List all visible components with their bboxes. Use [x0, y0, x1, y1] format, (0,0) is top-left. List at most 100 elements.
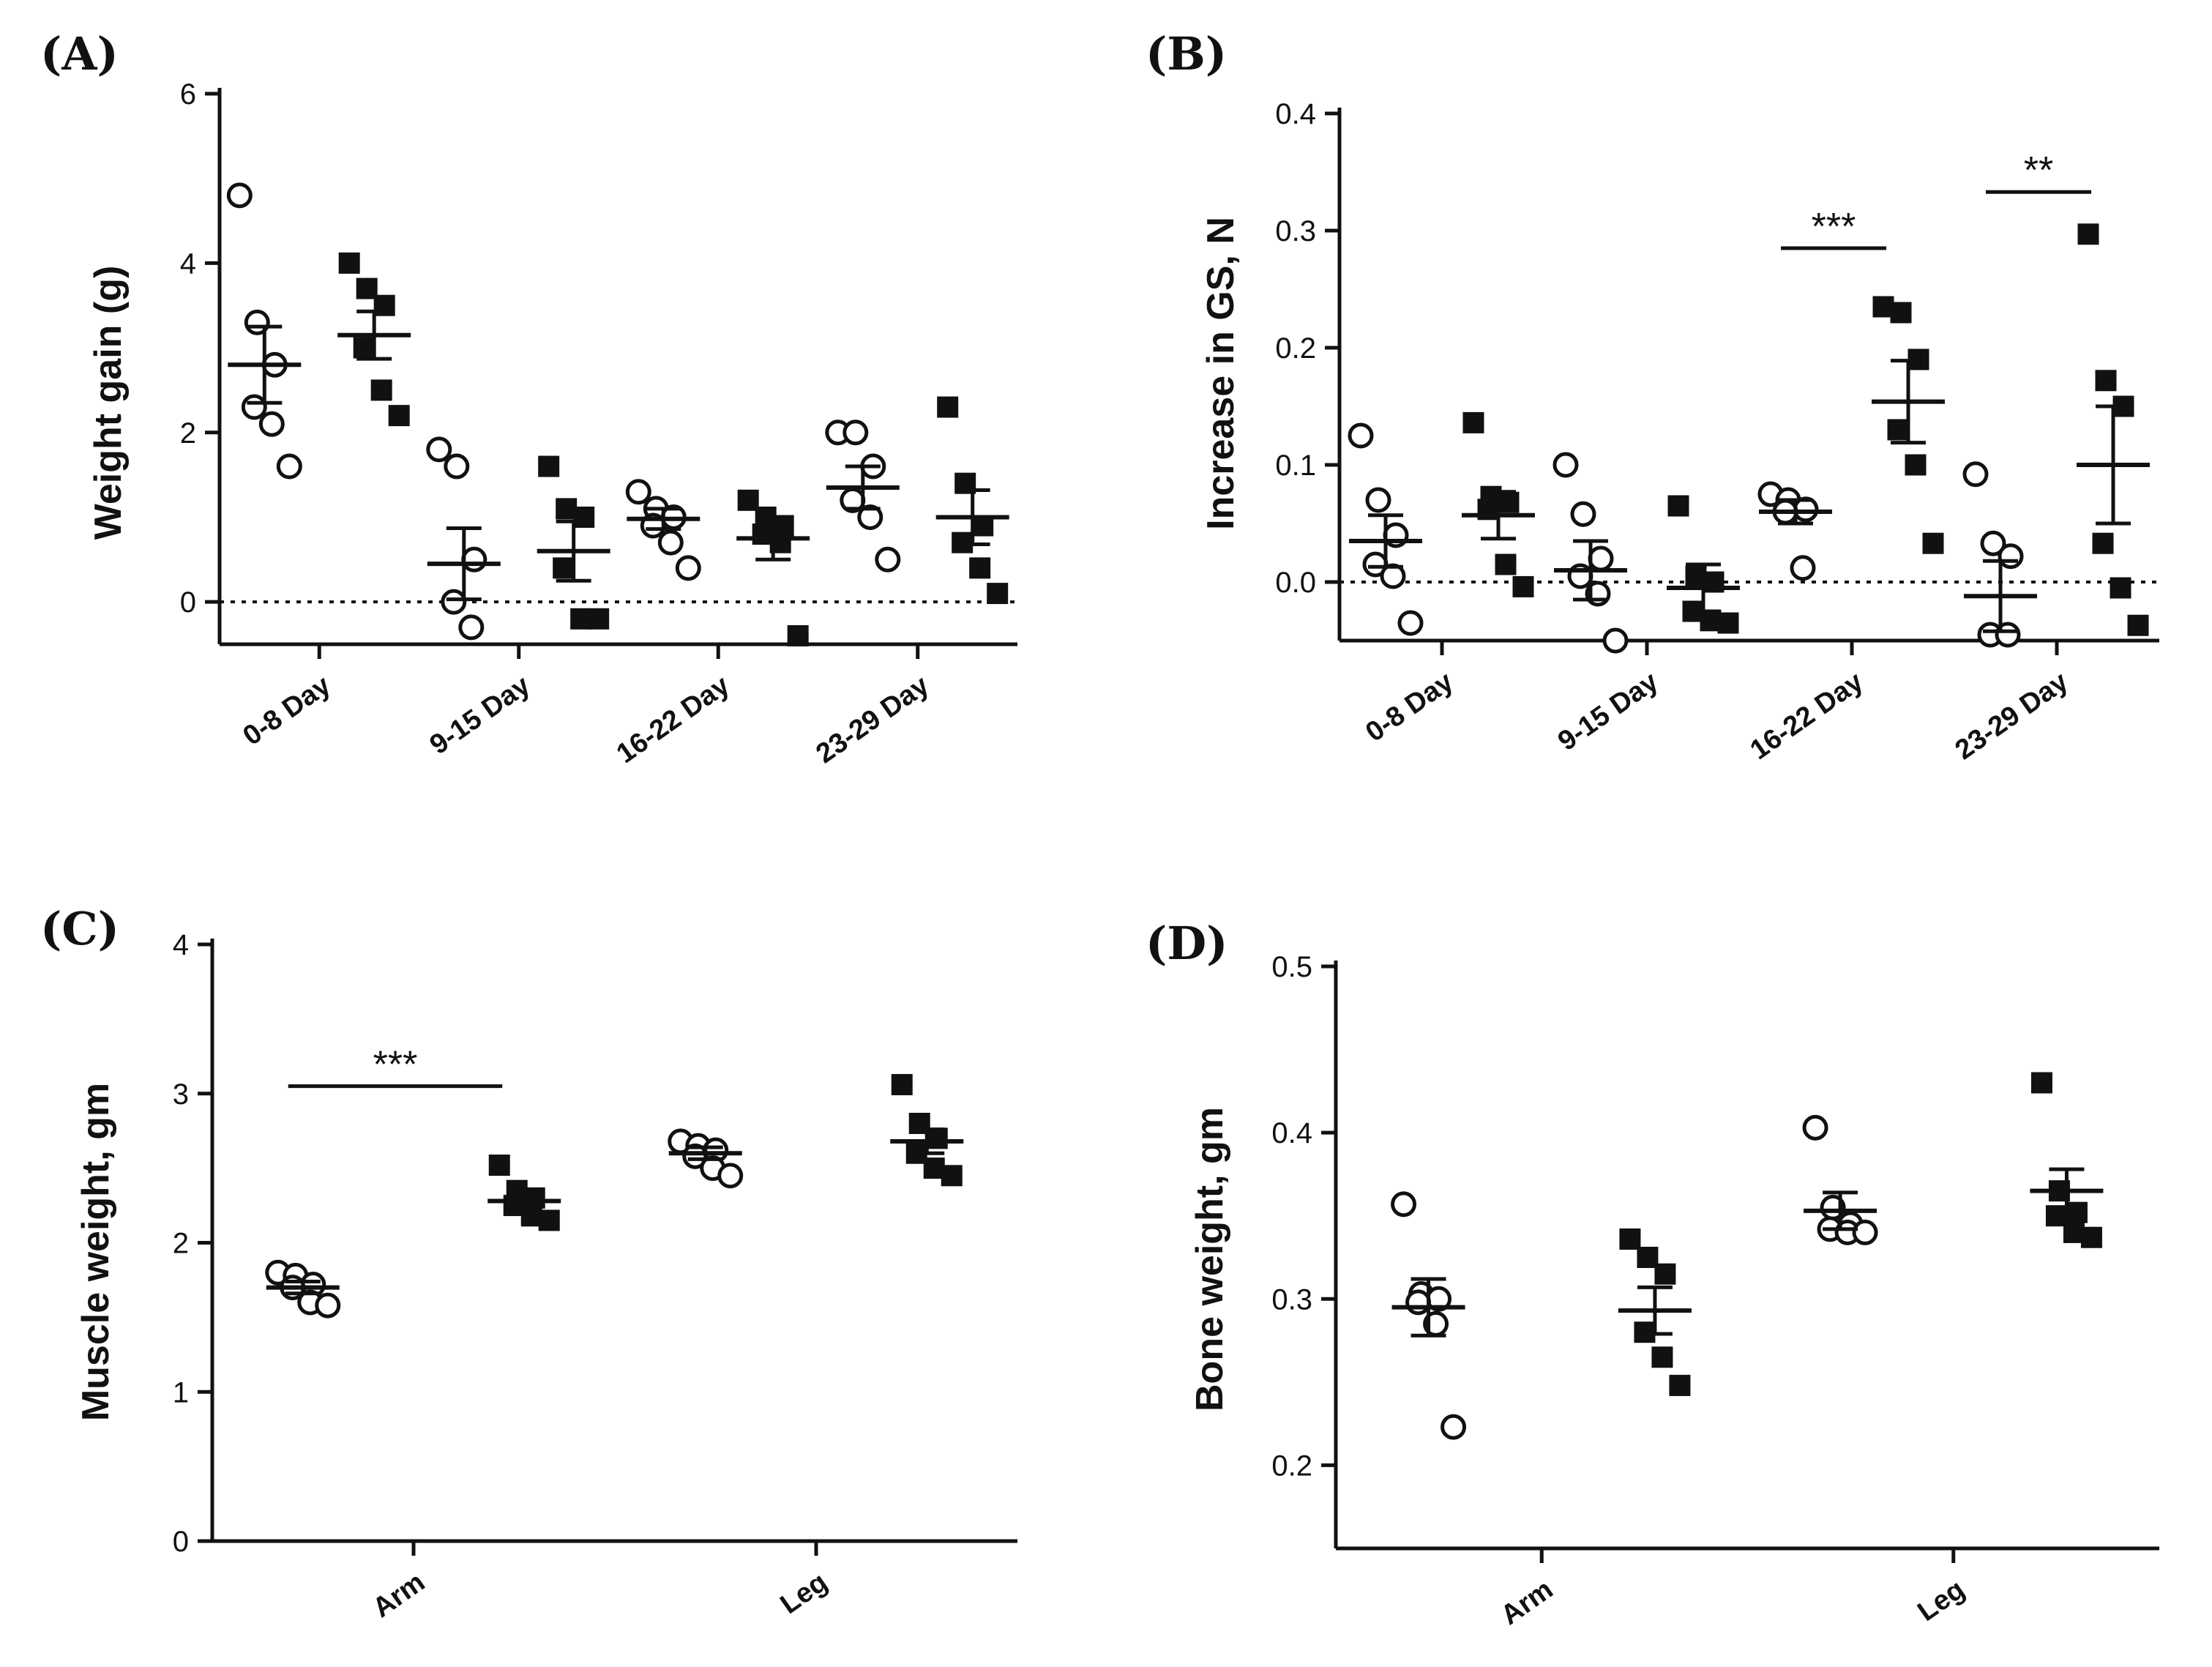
panel-a-y-tick-label: 0 [180, 586, 196, 619]
panel-b-significance-label: *** [1812, 206, 1856, 248]
panel-c-point-filled-square [891, 1074, 913, 1096]
panel-a-point-filled-square [370, 379, 392, 401]
panel-a-point-open-circle [441, 589, 467, 615]
panel-a-y-tick-label: 6 [180, 78, 196, 111]
panel-b-point-open-circle [1980, 530, 2006, 556]
panel-a-point-open-circle [444, 453, 470, 480]
panel-b-label: (B) [1146, 27, 1227, 81]
panel-d-point-open-circle [1391, 1191, 1417, 1217]
panel-a-point-open-circle [625, 479, 651, 505]
panel-b-point-filled-square [1462, 411, 1484, 433]
panel-a-point-open-circle [258, 411, 285, 437]
panel-b-point-filled-square [2127, 614, 2149, 636]
panel-d-point-open-circle [1802, 1114, 1828, 1141]
panel-a-label: (A) [40, 27, 119, 81]
panel-a-point-open-circle [657, 529, 684, 556]
panel-c-point-open-circle [717, 1163, 744, 1189]
panel-a-point-open-circle [426, 436, 452, 463]
panel-b-point-open-circle [1962, 461, 1989, 488]
panel-b-y-tick-label: 0.2 [1275, 332, 1316, 365]
panel-b-point-open-circle [1602, 627, 1629, 654]
panel-a-point-filled-square [538, 455, 560, 477]
panel-b-point-open-circle [1365, 487, 1391, 513]
panel-b-y-tick-label: 0.3 [1275, 215, 1316, 247]
panel-c-y-tick-label: 2 [173, 1228, 189, 1260]
panel-b-y-tick-label: 0.1 [1275, 450, 1316, 482]
panel-b-point-filled-square [1512, 575, 1534, 597]
panel-b-point-open-circle [1348, 422, 1374, 449]
panel-a-point-open-circle [241, 394, 267, 420]
panel-d-point-filled-square [1651, 1346, 1673, 1368]
panel-d-y-tick-label: 0.2 [1271, 1450, 1312, 1482]
panel-a-point-filled-square [573, 506, 595, 528]
panel-a-point-filled-square [937, 396, 959, 418]
panel-a-point-filled-square [969, 557, 991, 579]
panel-b-point-filled-square [2095, 370, 2117, 392]
panel-a-y-tick-label: 4 [180, 247, 196, 280]
panel-a-point-open-circle [458, 614, 485, 641]
panel-b-point-open-circle [1397, 610, 1424, 636]
panel-b-point-filled-square [2077, 223, 2099, 245]
panel-a-point-open-circle [461, 546, 487, 573]
panel-b-point-filled-square [1495, 553, 1517, 575]
panel-b-point-open-circle [1552, 452, 1579, 478]
panel-b-point-filled-square [1667, 495, 1689, 517]
panel-b-y-axis-title: Increase in GS, N [1200, 217, 1242, 530]
panel-b-point-open-circle [1588, 545, 1614, 572]
panel-d-point-filled-square [1619, 1228, 1641, 1250]
panel-a-point-filled-square [388, 405, 410, 427]
panel-d-point-open-circle [1852, 1219, 1878, 1245]
panel-c-y-tick-label: 1 [173, 1376, 189, 1409]
panel-d-y-axis-title: Bone weight, gm [1189, 1107, 1231, 1411]
panel-b-y-tick-label: 0.4 [1275, 98, 1316, 130]
panel-b-point-filled-square [2110, 577, 2131, 599]
panel-a-y-tick-label: 2 [180, 417, 196, 450]
panel-c-y-axis-title: Muscle weight, gm [75, 1083, 117, 1421]
panel-a-point-open-circle [675, 555, 701, 581]
panel-c-y-tick-label: 0 [173, 1526, 189, 1558]
panel-a-point-open-circle [875, 546, 901, 573]
panel-b-point-filled-square [1922, 532, 1944, 554]
panel-a-point-filled-square [353, 337, 375, 359]
panel-d-point-filled-square [2080, 1226, 2102, 1248]
panel-a-point-filled-square [553, 557, 575, 579]
panel-d-point-filled-square [1654, 1263, 1676, 1285]
panel-d-point-open-circle [1441, 1414, 1467, 1440]
panel-d-y-tick-label: 0.3 [1271, 1283, 1312, 1316]
panel-a-point-filled-square [588, 608, 610, 630]
panel-b-point-open-circle [1998, 543, 2024, 570]
panel-b-point-filled-square [1717, 612, 1739, 634]
panel-c-point-open-circle [315, 1292, 341, 1319]
panel-d-y-tick-label: 0.5 [1271, 951, 1312, 983]
panel-c-y-tick-label: 3 [173, 1078, 189, 1111]
panel-c-point-filled-square [538, 1209, 560, 1231]
panel-d-point-filled-square [2030, 1072, 2052, 1094]
panel-c-point-filled-square [926, 1127, 948, 1149]
panel-b-point-open-circle [1570, 501, 1596, 527]
panel-c-point-filled-square [488, 1155, 510, 1176]
panel-b-y-tick-label: 0.0 [1275, 567, 1316, 599]
panel-c-y-tick-label: 4 [173, 929, 189, 961]
panel-a-point-filled-square [787, 624, 809, 646]
panel-d-y-tick-label: 0.4 [1271, 1117, 1312, 1149]
panel-a-point-open-circle [226, 182, 253, 209]
panel-d-point-filled-square [1669, 1374, 1691, 1396]
panel-c-point-filled-square [941, 1165, 963, 1187]
panel-c-point-filled-square [523, 1187, 545, 1209]
panel-b-point-filled-square [1498, 491, 1520, 513]
panel-a-point-filled-square [987, 583, 1009, 605]
panel-c-label: (C) [40, 902, 119, 955]
panel-c-significance-label: *** [373, 1044, 418, 1086]
panel-b-significance-label: ** [2024, 149, 2053, 192]
panel-b-point-open-circle [1790, 555, 1816, 581]
panel-b-point-filled-square [1905, 454, 1927, 476]
panel-b-point-filled-square [2092, 532, 2114, 554]
panel-a-y-axis-title: Weight gain (g) [87, 266, 130, 540]
panel-a-point-filled-square [338, 252, 360, 274]
panel-a-point-open-circle [857, 504, 883, 530]
panel-d-label: (D) [1146, 917, 1228, 970]
